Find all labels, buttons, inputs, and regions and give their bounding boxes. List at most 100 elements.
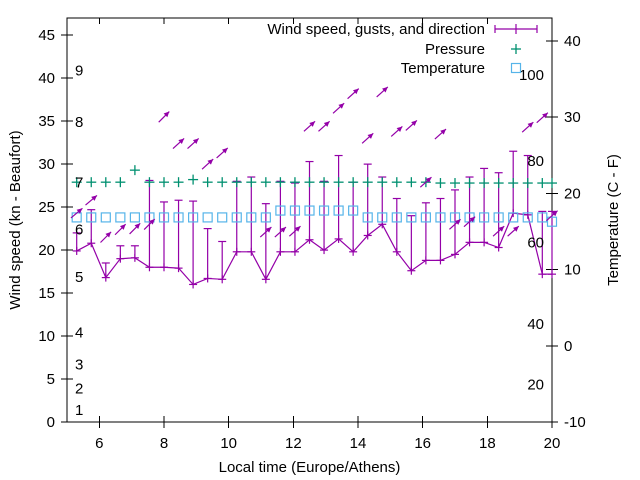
wind-direction-arrow-head bbox=[551, 210, 558, 217]
wind-direction-arrow-head bbox=[105, 231, 112, 238]
wind-direction-arrow-head bbox=[367, 133, 374, 139]
temperature-point-marker bbox=[246, 212, 257, 223]
wind-direction-arrow-head bbox=[265, 227, 272, 233]
beaufort-label-3: 3 bbox=[75, 357, 83, 374]
legend-label-temperature: Temperature bbox=[401, 60, 485, 77]
wind-direction-arrow-head bbox=[382, 86, 388, 93]
temperature-point-marker bbox=[86, 212, 97, 223]
wind-direction-arrow-head bbox=[91, 195, 97, 201]
y-tick-label-45: 45 bbox=[38, 27, 55, 44]
legend-marker-temperature bbox=[510, 62, 522, 74]
x-tick-label-20: 20 bbox=[544, 435, 561, 452]
temperature-point-marker bbox=[377, 212, 388, 223]
temperature-point-marker bbox=[546, 216, 558, 227]
pressure-label-60: 60 bbox=[527, 234, 544, 251]
x-tick-label-18: 18 bbox=[479, 435, 496, 452]
temperature-point-marker bbox=[479, 212, 490, 223]
temperature-point-marker bbox=[318, 205, 330, 216]
y-tick-label-20: 20 bbox=[38, 242, 55, 259]
temperature-point-marker bbox=[129, 212, 140, 223]
wind-direction-arrow-head bbox=[323, 121, 330, 127]
temperature-point-marker bbox=[217, 212, 228, 223]
pressure-label-80: 80 bbox=[527, 153, 544, 170]
legend-label-pressure: Pressure bbox=[425, 41, 485, 58]
y2-tick-label-40: 40 bbox=[564, 33, 581, 50]
temperature-point-marker bbox=[289, 205, 301, 216]
temperature-point-marker bbox=[100, 212, 111, 223]
wind-direction-arrow-head bbox=[149, 218, 155, 225]
temperature-point-marker bbox=[406, 212, 417, 223]
wind-direction-arrow-head bbox=[294, 226, 301, 232]
legend-label-wind: Wind speed, gusts, and direction bbox=[267, 21, 485, 38]
temperature-point-marker bbox=[158, 212, 170, 223]
temperature-point-marker bbox=[522, 212, 533, 223]
temperature-point-marker bbox=[348, 205, 359, 216]
wind-direction-arrow-head bbox=[411, 120, 417, 126]
y-tick-label-25: 25 bbox=[38, 199, 55, 216]
temperature-point-marker bbox=[71, 212, 82, 223]
wind-direction-arrow-head bbox=[425, 177, 432, 183]
temperature-point-marker bbox=[391, 212, 402, 223]
pressure-label-40: 40 bbox=[527, 316, 544, 333]
wind-direction-arrow-head bbox=[134, 223, 141, 229]
wind-direction-arrow-head bbox=[542, 112, 548, 119]
beaufort-label-6: 6 bbox=[75, 222, 83, 239]
x-tick-label-8: 8 bbox=[160, 435, 168, 452]
y-tick-label-5: 5 bbox=[47, 371, 55, 388]
y-tick-label-35: 35 bbox=[38, 113, 55, 130]
beaufort-label-8: 8 bbox=[75, 114, 83, 131]
beaufort-label-9: 9 bbox=[75, 63, 83, 80]
y2-tick-label-10: 10 bbox=[564, 262, 581, 279]
pressure-label-100: 100 bbox=[519, 67, 544, 84]
y-axis-title-text: Wind speed (kn - Beaufort) bbox=[7, 130, 24, 309]
x-tick-label-10: 10 bbox=[220, 435, 237, 452]
temperature-point-marker bbox=[420, 212, 431, 223]
temperature-point-marker bbox=[304, 205, 315, 216]
beaufort-label-4: 4 bbox=[75, 325, 83, 342]
wind-direction-arrow-head bbox=[513, 226, 519, 232]
y-tick-label-10: 10 bbox=[38, 328, 55, 345]
wind-direction-arrow-head bbox=[454, 219, 461, 225]
temperature-point-marker bbox=[537, 212, 548, 223]
y-tick-label-30: 30 bbox=[38, 156, 55, 173]
temperature-point-marker bbox=[275, 205, 286, 216]
temperature-point-marker bbox=[115, 212, 126, 223]
beaufort-label-2: 2 bbox=[75, 381, 83, 398]
wind-direction-arrow-head bbox=[76, 208, 83, 214]
y-tick-label-0: 0 bbox=[47, 414, 55, 431]
wind-direction-arrow-head bbox=[440, 129, 447, 135]
wind-direction-arrow-head bbox=[178, 138, 185, 145]
y2-tick-label-30: 30 bbox=[564, 109, 581, 126]
x-tick-label-14: 14 bbox=[350, 435, 367, 452]
y2-tick-label-0: 0 bbox=[564, 338, 572, 355]
wind-direction-arrow-head bbox=[192, 138, 199, 145]
x-tick-label-12: 12 bbox=[285, 435, 302, 452]
wind-direction-arrow-head bbox=[309, 121, 316, 127]
wind-direction-arrow-head bbox=[527, 122, 534, 128]
wind-direction-arrow-head bbox=[163, 111, 170, 118]
wind-direction-arrow-head bbox=[207, 159, 214, 165]
wind-direction-arrow-head bbox=[119, 224, 126, 230]
wind-direction-arrow-head bbox=[469, 216, 476, 223]
temperature-point-marker bbox=[333, 205, 344, 216]
wind-direction-arrow-head bbox=[498, 226, 505, 232]
beaufort-label-7: 7 bbox=[75, 174, 83, 191]
plot-frame-group bbox=[61, 17, 558, 428]
y2-tick-label--10: -10 bbox=[564, 414, 586, 431]
temperature-point-marker bbox=[188, 212, 199, 223]
temperature-point-marker bbox=[260, 212, 271, 223]
beaufort-label-5: 5 bbox=[75, 269, 83, 286]
x-axis-title-text: Local time (Europe/Athens) bbox=[219, 459, 401, 476]
y2-axis-title-text: Temperature (C - F) bbox=[605, 154, 622, 286]
x-tick-label-6: 6 bbox=[95, 435, 103, 452]
temperature-point-marker bbox=[508, 212, 519, 223]
temperature-point-marker bbox=[173, 212, 184, 223]
y2-tick-label-20: 20 bbox=[564, 185, 581, 202]
beaufort-label-1: 1 bbox=[75, 402, 83, 419]
wind-speed-line bbox=[76, 212, 552, 286]
plot-data-group bbox=[70, 86, 558, 289]
wind-direction-arrow-head bbox=[352, 88, 359, 95]
temperature-point-marker bbox=[493, 212, 504, 223]
